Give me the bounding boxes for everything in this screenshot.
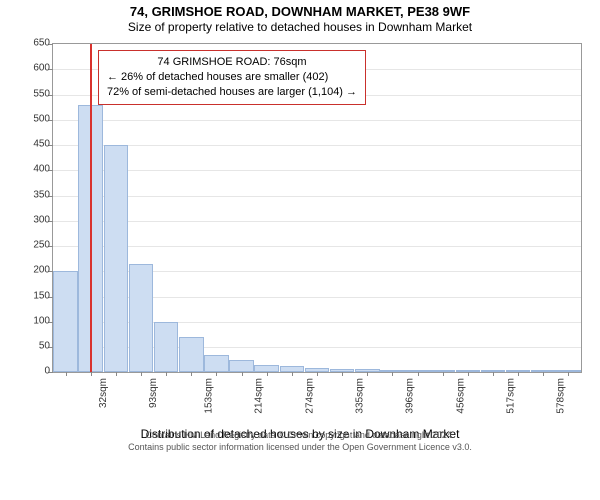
x-tick-mark [191,372,192,376]
histogram-bar [204,355,229,373]
y-tick-label: 500 [20,113,50,124]
x-tick-label: 32sqm [98,378,109,408]
gridline [53,221,581,222]
info-line-smaller: ← 26% of detached houses are smaller (40… [107,70,357,85]
gridline [53,145,581,146]
y-tick-label: 0 [20,366,50,377]
y-tick-label: 600 [20,63,50,74]
histogram-bar [104,145,129,372]
histogram-bar [179,337,204,372]
x-tick-mark [543,372,544,376]
x-tick-mark [267,372,268,376]
x-tick-mark [242,372,243,376]
x-tick-mark [392,372,393,376]
gridline [53,120,581,121]
y-tick-label: 400 [20,164,50,175]
plot-area: 74 GRIMSHOE ROAD: 76sqm ← 26% of detache… [52,43,582,373]
histogram-bar [154,322,179,372]
x-tick-mark [518,372,519,376]
x-tick-mark [418,372,419,376]
x-tick-label: 93sqm [148,378,159,408]
chart-footer: Contains HM Land Registry data © Crown c… [0,430,600,453]
x-tick-mark [342,372,343,376]
histogram-bar [53,271,78,372]
x-tick-mark [91,372,92,376]
histogram-bar [129,264,154,372]
x-tick-mark [468,372,469,376]
footer-line2: Contains public sector information licen… [0,442,600,454]
y-tick-label: 550 [20,88,50,99]
x-tick-mark [216,372,217,376]
x-tick-label: 396sqm [405,378,416,414]
x-tick-mark [367,372,368,376]
y-tick-label: 200 [20,265,50,276]
x-tick-label: 578sqm [556,378,567,414]
footer-line1: Contains HM Land Registry data © Crown c… [0,430,600,442]
info-line-larger: 72% of semi-detached houses are larger (… [107,85,357,100]
gridline [53,246,581,247]
x-tick-mark [66,372,67,376]
gridline [53,170,581,171]
x-tick-label: 153sqm [204,378,215,414]
histogram-bar [229,360,254,373]
histogram-bar [254,365,279,373]
x-tick-label: 214sqm [254,378,265,414]
info-line-property: 74 GRIMSHOE ROAD: 76sqm [107,55,357,70]
y-tick-label: 150 [20,290,50,301]
y-tick-label: 300 [20,214,50,225]
x-tick-mark [568,372,569,376]
x-tick-label: 456sqm [455,378,466,414]
chart-subtitle: Size of property relative to detached ho… [0,20,600,35]
x-tick-mark [493,372,494,376]
x-tick-mark [141,372,142,376]
x-tick-mark [317,372,318,376]
x-tick-mark [116,372,117,376]
property-marker-line [90,44,92,372]
x-tick-mark [292,372,293,376]
x-tick-mark [443,372,444,376]
gridline [53,196,581,197]
chart-container: Number of detached properties 74 GRIMSHO… [0,35,600,455]
y-tick-label: 50 [20,341,50,352]
y-tick-label: 450 [20,139,50,150]
x-tick-mark [166,372,167,376]
x-tick-label: 517sqm [505,378,516,414]
y-tick-label: 650 [20,38,50,49]
y-tick-label: 250 [20,240,50,251]
x-tick-label: 335sqm [355,378,366,414]
marker-info-box: 74 GRIMSHOE ROAD: 76sqm ← 26% of detache… [98,50,366,105]
y-tick-label: 100 [20,315,50,326]
x-tick-label: 274sqm [304,378,315,414]
y-tick-label: 350 [20,189,50,200]
chart-title-address: 74, GRIMSHOE ROAD, DOWNHAM MARKET, PE38 … [0,0,600,20]
